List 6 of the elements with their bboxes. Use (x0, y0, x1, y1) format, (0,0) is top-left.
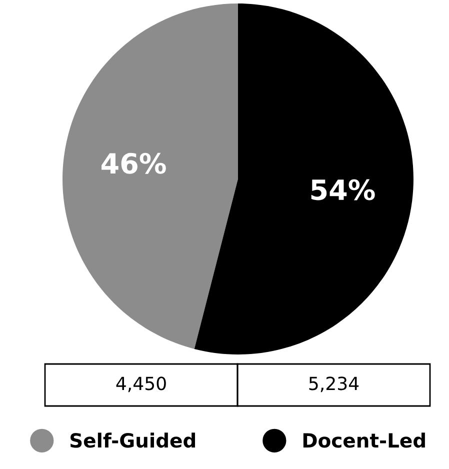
text: 5,234 (309, 376, 359, 392)
text: 4,450 (116, 376, 166, 392)
data-label: 54% (311, 179, 375, 200)
legend-label: Docent-Led (303, 432, 425, 448)
legend-label: Self-Guided (70, 432, 196, 448)
data-label: 46% (102, 152, 166, 174)
